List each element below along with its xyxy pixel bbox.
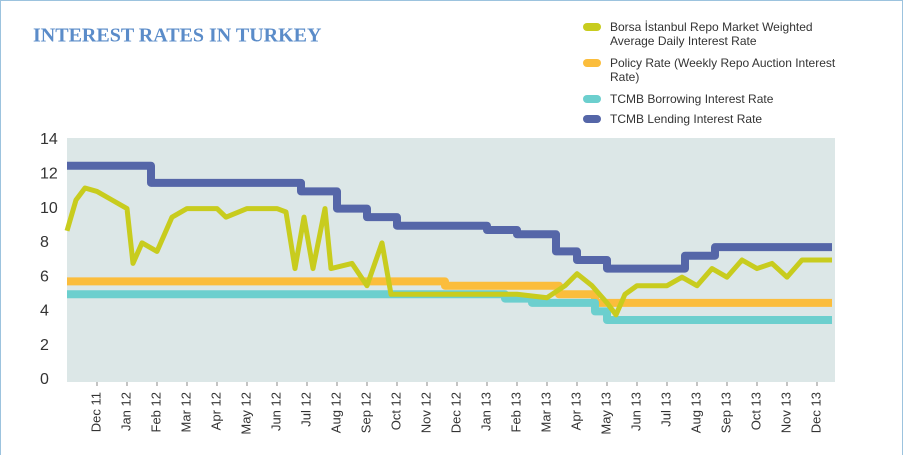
x-tick-label: Nov 13	[778, 392, 793, 433]
legend-item: TCMB Borrowing Interest Rate	[583, 92, 843, 106]
x-tick-label: Nov 12	[418, 392, 433, 433]
x-tick-label: Jun 13	[628, 392, 643, 431]
y-tick-label: 4	[40, 303, 49, 320]
x-tick-label: Dec 12	[448, 392, 463, 433]
series-line	[64, 185, 832, 318]
x-tick-label: Oct 12	[388, 392, 403, 430]
y-tick-label: 12	[40, 166, 58, 183]
y-tick-label: 14	[40, 131, 58, 148]
x-tick-label: Oct 13	[748, 392, 763, 430]
x-tick-label: Sep 12	[358, 392, 373, 433]
x-tick-label: Jan 12	[118, 392, 133, 431]
x-tick-label: Feb 12	[148, 392, 163, 432]
legend-swatch	[583, 115, 601, 123]
legend-label: Borsa İstanbul Repo Market Weighted Aver…	[610, 20, 813, 48]
legend-item: TCMB Lending Interest Rate	[583, 112, 843, 126]
legend-item: Borsa İstanbul Repo Market Weighted Aver…	[583, 20, 843, 48]
y-tick-label: 2	[40, 337, 49, 354]
x-tick-label: Apr 12	[208, 392, 223, 430]
y-tick-label: 10	[40, 200, 58, 217]
legend-label: TCMB Borrowing Interest Rate	[610, 92, 774, 106]
legend-label: TCMB Lending Interest Rate	[610, 112, 763, 126]
legend-label: Policy Rate (Weekly Repo Auction Interes…	[610, 56, 836, 84]
legend-swatch	[583, 95, 601, 103]
x-tick-label: Feb 13	[508, 392, 523, 432]
x-tick-label: Jul 12	[298, 392, 313, 427]
x-tick-label: Apr 13	[568, 392, 583, 430]
x-tick-label: May 13	[598, 392, 613, 435]
y-tick-label: 8	[40, 234, 49, 251]
x-tick-label: Jun 12	[268, 392, 283, 431]
x-tick-label: Sep 13	[718, 392, 733, 433]
x-tick-label: Mar 12	[178, 392, 193, 432]
x-tick-label: May 12	[238, 392, 253, 435]
x-tick-label: Dec 11	[88, 392, 103, 432]
series-line	[67, 161, 832, 273]
x-tick-label: Mar 13	[538, 392, 553, 432]
plot-area	[67, 138, 835, 382]
y-tick-label: 0	[40, 371, 49, 388]
x-tick-label: Jan 13	[478, 392, 493, 431]
x-tick-label: Dec 13	[808, 392, 823, 433]
x-tick-label: Aug 12	[328, 392, 343, 433]
legend-item: Policy Rate (Weekly Repo Auction Interes…	[583, 56, 843, 84]
legend-swatch	[583, 23, 601, 31]
x-tick-label: Jul 13	[658, 392, 673, 427]
legend-swatch	[583, 59, 601, 67]
x-tick-label: Aug 13	[688, 392, 703, 433]
chart-title: INTEREST RATES IN TURKEY	[33, 25, 322, 47]
y-tick-label: 6	[40, 268, 49, 285]
